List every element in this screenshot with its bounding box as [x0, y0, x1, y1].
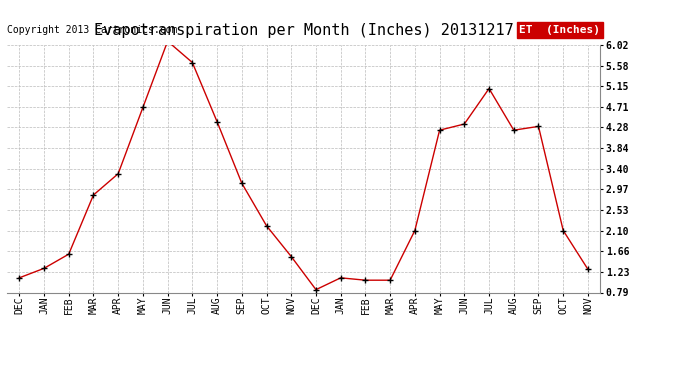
Text: Evapotranspiration per Month (Inches) 20131217: Evapotranspiration per Month (Inches) 20… — [94, 22, 513, 38]
Text: Copyright 2013 Cartronics.com: Copyright 2013 Cartronics.com — [7, 25, 177, 35]
Text: ET  (Inches): ET (Inches) — [520, 25, 600, 35]
